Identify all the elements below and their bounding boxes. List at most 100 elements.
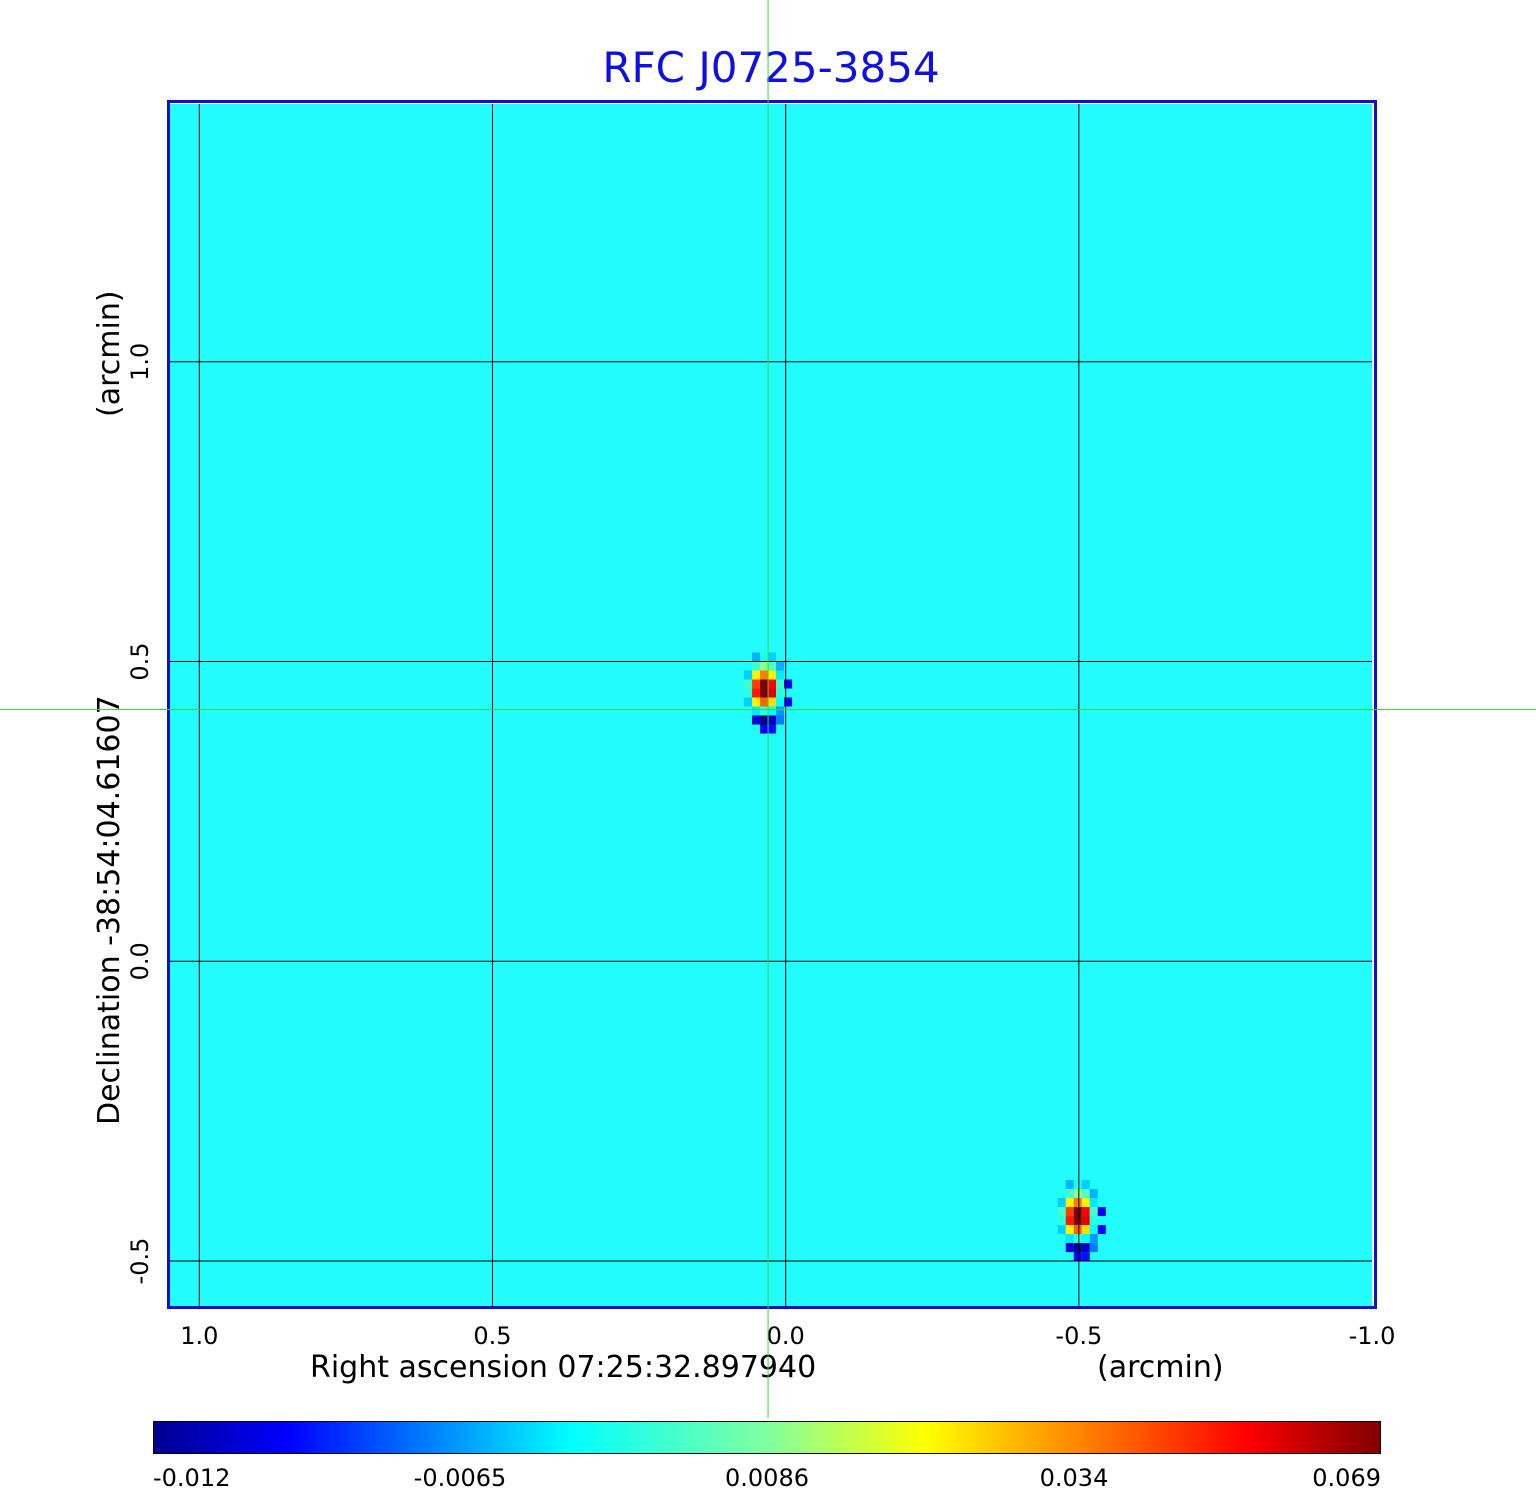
x-tick-labels: 1.0 0.5 0.0 -0.5 -1.0 [180,1322,1395,1350]
x-tick-label: -0.5 [1055,1322,1102,1350]
source-pixel [1081,1189,1090,1199]
source-pixel [768,670,777,680]
x-axis-label: Right ascension 07:25:32.897940 [310,1350,816,1385]
source-pixel [1081,1216,1090,1226]
y-tick-label: -0.5 [126,1238,154,1285]
source-pixel [1097,1225,1106,1235]
colorbar-tick-labels: -0.012 -0.0065 0.0086 0.034 0.069 [153,1464,1381,1492]
source-pixel [1073,1252,1082,1262]
colorbar-tick-label: 0.034 [1040,1464,1109,1492]
source-pixel [1089,1198,1098,1208]
plot-frame [167,100,1377,1309]
source-pixel [744,670,753,680]
source-pixel [776,688,785,698]
source-pixel [1089,1234,1098,1244]
y-tick-label: 0.0 [126,942,154,980]
source-pixel [1057,1216,1066,1226]
source-pixel [1081,1225,1090,1235]
source-pixel [768,688,777,698]
source-pixel [760,652,769,662]
source-pixel [1073,1243,1082,1253]
source-pixel [1097,1207,1106,1217]
source-pixel [760,688,769,698]
x-tick-label: 1.0 [180,1322,218,1350]
source-pixel [776,661,785,671]
source-pixel [768,652,777,662]
source-pixel [760,679,769,689]
source-pixel [744,679,753,689]
source-pixel [1081,1252,1090,1262]
x-tick-label: 0.5 [473,1322,511,1350]
source-pixel [1065,1243,1074,1253]
source-pixel [1065,1225,1074,1235]
source-pixel [752,670,761,680]
colorbar-tick-label: 0.0086 [725,1464,809,1492]
source-pixel [1065,1207,1074,1217]
source-pixel [768,661,777,671]
source-pixel [1073,1180,1082,1190]
source-pixel [1089,1243,1098,1253]
source-pixel [752,652,761,662]
x-tick-label: 0.0 [767,1322,805,1350]
source-pixel [1081,1198,1090,1208]
source-pixel [752,688,761,698]
source-pixel [776,697,785,707]
source-pixel [1081,1243,1090,1253]
source-pixel [1065,1216,1074,1226]
source-pixel [1065,1198,1074,1208]
source-pixel [784,697,793,707]
source-pixel [776,679,785,689]
source-pixel [1073,1207,1082,1217]
plot-area [167,100,1377,1309]
source-pixel [768,706,777,716]
source-pixel [1065,1189,1074,1199]
source-pixel [768,724,777,734]
source-pixel [760,670,769,680]
source-pixel [1081,1180,1090,1190]
source-pixel [760,706,769,716]
source-pixel [1073,1198,1082,1208]
source-pixel [1057,1198,1066,1208]
source-pixel [1073,1189,1082,1199]
source-pixel [744,688,753,698]
source-pixel [776,715,785,725]
source-pixel [776,670,785,680]
source-pixel [768,715,777,725]
source-pixel [760,724,769,734]
source-pixel [1065,1234,1074,1244]
crosshair [0,0,1536,1418]
source-pixel [752,706,761,716]
source-pixel [1073,1216,1082,1226]
source-pixel [1057,1225,1066,1235]
source-pixel [1057,1207,1066,1217]
source-pixel [1089,1207,1098,1217]
x-axis-unit: (arcmin) [1097,1350,1224,1385]
source-pixel [1089,1225,1098,1235]
source-pixel [776,706,785,716]
y-tick-labels: -0.5 0.0 0.5 1.0 [126,343,154,1285]
source-pixel [1089,1216,1098,1226]
source-pixel [752,715,761,725]
source-pixel [768,679,777,689]
y-axis-label: Declination -38:54:04.61607 [92,695,127,1125]
source-pixel [1073,1225,1082,1235]
chart-title: RFC J0725-3854 [602,43,939,92]
source-pixel [1073,1234,1082,1244]
y-tick-label: 0.5 [126,642,154,680]
x-tick-label: -1.0 [1349,1322,1396,1350]
colorbar-tick-label: -0.012 [153,1464,230,1492]
grid-lines [170,104,1372,1306]
sources-layer [744,652,1106,1262]
source-pixel [1081,1207,1090,1217]
source-pixel [752,661,761,671]
source-pixel [752,679,761,689]
source-pixel [784,679,793,689]
source-pixel [760,715,769,725]
colorbar-tick-label: -0.0065 [414,1464,507,1492]
source-pixel [760,697,769,707]
source-pixel [1065,1180,1074,1190]
colorbar [153,1421,1381,1454]
colorbar-tick-label: 0.069 [1312,1464,1381,1492]
source-pixel [768,697,777,707]
